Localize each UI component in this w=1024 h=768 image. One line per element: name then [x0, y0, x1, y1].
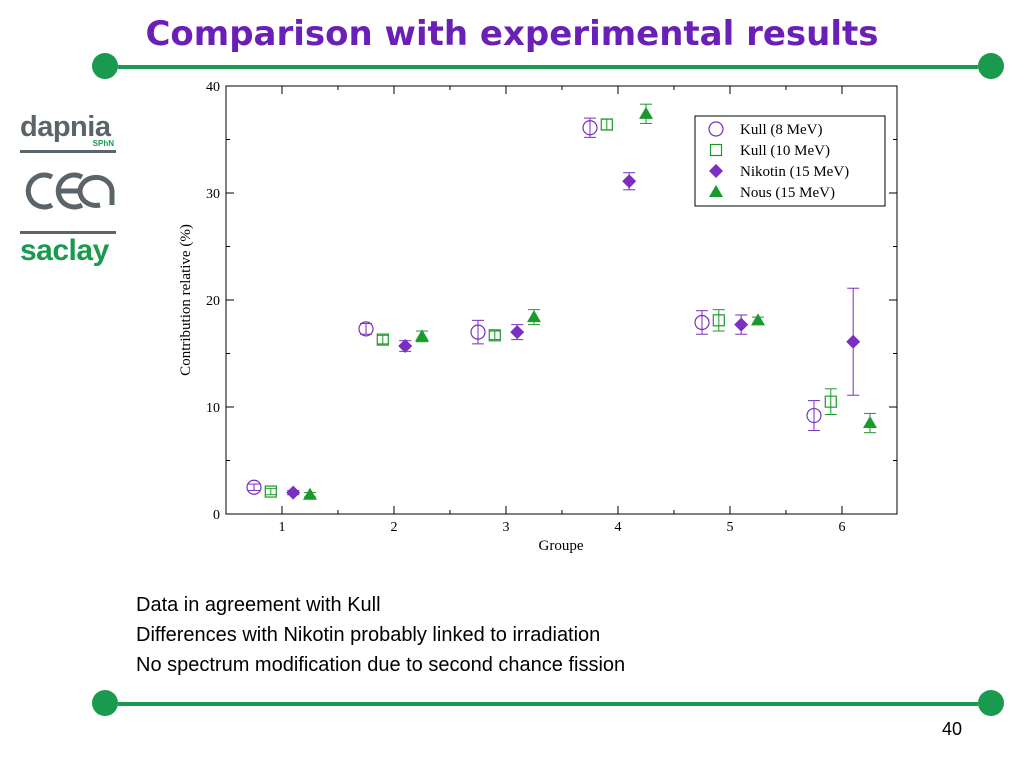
legend-box — [694, 115, 886, 207]
logo-divider — [20, 150, 116, 153]
bottom-left-dot — [92, 690, 118, 716]
data-point — [246, 479, 262, 495]
logo-divider-2 — [20, 231, 116, 234]
page-number: 40 — [941, 719, 962, 739]
bullet-item: Differences with Nikotin probably linked… — [136, 624, 601, 646]
y-tick-label: 20 — [206, 294, 220, 309]
data-point — [712, 314, 725, 327]
legend-marker — [708, 121, 724, 137]
x-tick-label: 1 — [279, 520, 286, 535]
y-tick-label: 0 — [213, 508, 220, 523]
bullet-list: Data in agreement with Kull Differences … — [136, 590, 625, 680]
legend-marker — [709, 143, 723, 157]
x-tick-label: 2 — [391, 520, 398, 535]
legend-label: Nous (15 MeV) — [740, 185, 835, 201]
legend-label: Nikotin (15 MeV) — [740, 164, 849, 180]
x-axis-label: Groupe — [539, 538, 584, 554]
data-point — [846, 334, 861, 349]
data-point — [806, 407, 822, 424]
legend-marker — [709, 164, 723, 178]
cea-logo — [20, 169, 120, 217]
data-point — [415, 329, 429, 342]
top-right-dot — [978, 53, 1004, 79]
sphn-logo: SPhN — [92, 139, 114, 148]
y-tick-label: 30 — [206, 187, 220, 202]
bullet-item: No spectrum modification due to second c… — [136, 654, 626, 676]
legend-label: Kull (8 MeV) — [740, 122, 823, 138]
x-tick-label: 5 — [727, 520, 734, 535]
data-point — [622, 174, 637, 189]
data-point — [694, 314, 710, 331]
series-filled-diamond — [286, 172, 861, 500]
data-point — [510, 325, 525, 340]
data-point — [264, 485, 277, 498]
data-point — [358, 321, 374, 337]
top-rule — [118, 65, 978, 69]
series-filled-triangle — [303, 103, 877, 500]
saclay-logo: saclay — [20, 234, 109, 267]
data-point — [376, 333, 389, 346]
data-point — [470, 324, 486, 340]
bullet-item: Data in agreement with Kull — [136, 594, 381, 616]
data-point — [734, 317, 749, 332]
logo-column: dapnia SPhN saclay — [20, 112, 120, 268]
data-point — [863, 416, 877, 429]
x-tick-label: 4 — [615, 520, 622, 535]
bottom-rule — [118, 702, 978, 706]
data-point — [824, 395, 837, 408]
slide-title: Comparison with experimental results — [145, 14, 879, 54]
y-axis-label: Contribution relative (%) — [178, 224, 194, 376]
data-point — [600, 118, 613, 131]
data-point — [527, 310, 541, 323]
top-left-dot — [92, 53, 118, 79]
legend-marker — [709, 185, 723, 197]
data-point — [303, 487, 317, 500]
data-point — [286, 485, 301, 500]
legend: Kull (8 MeV) Kull (10 MeV) Nikotin (15 MeV… — [694, 115, 886, 207]
x-tick-label: 6 — [839, 520, 846, 535]
legend-label: Kull (10 MeV) — [740, 143, 830, 159]
bottom-right-dot — [978, 690, 1004, 716]
data-point — [398, 339, 413, 354]
data-point — [582, 120, 598, 136]
data-point — [488, 329, 501, 342]
data-point — [751, 313, 765, 326]
y-tick-label: 40 — [206, 80, 220, 95]
x-tick-label: 3 — [503, 520, 510, 535]
series-open-square — [264, 118, 837, 498]
series-open-circle — [246, 117, 822, 495]
data-point — [639, 106, 653, 119]
y-tick-label: 10 — [206, 401, 220, 416]
dapnia-logo: dapnia — [20, 111, 111, 143]
